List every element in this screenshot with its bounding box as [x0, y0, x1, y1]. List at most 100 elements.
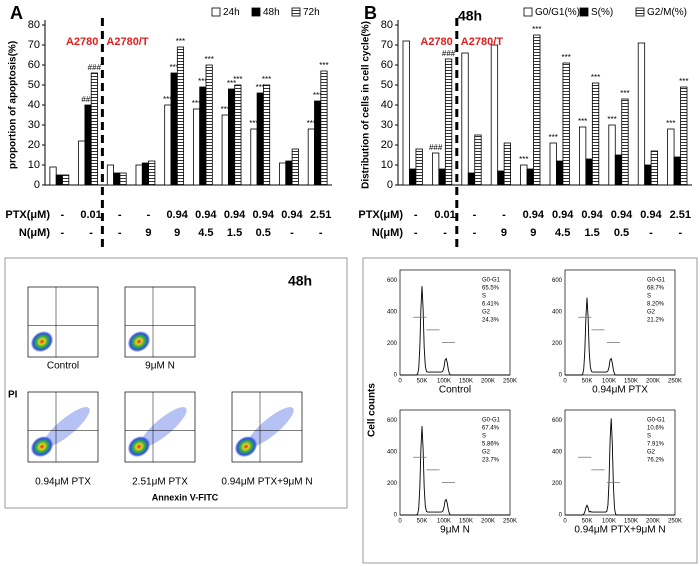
x-tick-label: 0.94	[611, 209, 633, 221]
y-tick-label: 0	[387, 179, 393, 191]
x-tick-label: 0.94	[166, 209, 188, 221]
x-tick-label: 9	[501, 227, 507, 239]
bar	[415, 148, 423, 186]
x-tick-label: -	[290, 227, 294, 239]
bar	[113, 172, 121, 186]
hist-stat: 67.4%	[482, 426, 500, 432]
bar	[614, 154, 623, 186]
hist-y-tick: 200	[387, 481, 398, 487]
y-tick-label: 70	[381, 39, 393, 51]
hist-stat: G2	[647, 450, 656, 456]
hist-stat: 23.7%	[482, 458, 500, 464]
bar	[320, 70, 328, 186]
hist-x-tick: 100K	[602, 379, 616, 385]
dot-cloud	[43, 407, 90, 447]
bar	[106, 164, 114, 186]
x-tick-label: 0.94	[195, 209, 217, 221]
dot-plot-label: 2.51μM PTX	[132, 477, 188, 488]
significance: ###	[88, 63, 102, 72]
bar	[680, 86, 688, 186]
histogram-frame	[399, 409, 511, 516]
bar	[250, 128, 258, 186]
dot-plot-label: Control	[47, 361, 79, 372]
hist-stat: 8.20%	[647, 302, 665, 308]
x-tick-label: 2.51	[310, 209, 331, 221]
bar	[520, 164, 528, 186]
significance: ***	[249, 119, 258, 128]
histogram-frame	[564, 269, 676, 376]
hist-x-tick: 50K	[582, 519, 593, 525]
hist-stat: G2	[482, 310, 491, 316]
hist-x-tick: 200K	[481, 379, 495, 385]
bar	[234, 84, 242, 186]
hist-x-tick: 200K	[646, 519, 660, 525]
histogram-frame	[399, 269, 511, 376]
x-tick-label: 4.5	[198, 227, 213, 239]
bar	[431, 152, 440, 186]
legend-swatch	[251, 7, 261, 17]
significance: ***	[561, 53, 570, 62]
dot-plot-label: 0.94μM PTX	[35, 477, 91, 488]
x-tick-label: 0.94	[224, 209, 246, 221]
significance: ***	[198, 77, 207, 86]
bar	[461, 52, 469, 186]
x-tick-label: 0.01	[434, 209, 455, 221]
hist-x-tick: 250K	[503, 379, 517, 385]
cell-cycle-ylabel: Cell counts	[367, 383, 378, 437]
hist-stat: 5.86%	[482, 442, 500, 448]
legend-swatch	[211, 7, 221, 17]
y-tick-label: 0	[34, 179, 40, 191]
bar	[263, 84, 271, 186]
bar	[135, 164, 143, 186]
bar	[314, 100, 322, 186]
hist-stat: S	[647, 294, 651, 300]
dot-cloud	[247, 407, 294, 447]
x-tick-label: -	[61, 227, 65, 239]
x-tick-label: -	[414, 227, 418, 239]
annexin-xlabel: Annexin V-FITC	[152, 492, 219, 502]
x-tick-label: -	[61, 209, 65, 221]
hist-stat: 24.3%	[482, 318, 500, 324]
significance: ***	[666, 119, 675, 128]
hist-stat: S	[482, 294, 486, 300]
y-tick-label: 60	[28, 59, 40, 71]
x-tick-label: -	[414, 209, 418, 221]
x-tick-label: 0.94	[581, 209, 603, 221]
hist-x-tick: 50K	[582, 379, 593, 385]
hist-stat: S	[482, 434, 486, 440]
significance: ***	[578, 117, 587, 126]
bar	[578, 126, 587, 186]
hist-y-tick: 0	[559, 513, 563, 519]
bar	[562, 62, 570, 186]
hist-x-tick: 250K	[668, 379, 682, 385]
x-tick-label: -	[678, 227, 682, 239]
bar	[205, 64, 213, 186]
bar	[192, 108, 201, 186]
x-tick-label: 0.01	[80, 209, 101, 221]
bar	[474, 134, 482, 186]
x-tick-label: -	[118, 227, 122, 239]
histogram-curve	[565, 297, 675, 376]
dot-cloud	[30, 331, 54, 353]
x-tick-label: 0.94	[253, 209, 275, 221]
legend-label: 24h	[223, 7, 240, 18]
x-tick-label: -	[649, 227, 653, 239]
x-tick-label: 0.5	[614, 227, 629, 239]
hist-y-tick: 400	[552, 310, 563, 316]
x-tick-label: 1.5	[227, 227, 242, 239]
bar	[279, 162, 287, 186]
y-tick-label: 10	[381, 159, 393, 171]
chart-title: 48h	[458, 8, 482, 24]
y-axis-label: proportion of apoptosis(%)	[8, 41, 19, 169]
hist-y-tick: 0	[394, 373, 398, 379]
hist-stat: S	[647, 434, 651, 440]
significance: ***	[163, 95, 172, 104]
hist-stat: G2	[482, 450, 491, 456]
histogram-curve	[400, 286, 510, 376]
x-tick-label: -	[147, 209, 151, 221]
significance: ***	[549, 133, 558, 142]
hist-y-tick: 200	[387, 341, 398, 347]
bar	[490, 44, 499, 186]
bar	[585, 158, 593, 186]
